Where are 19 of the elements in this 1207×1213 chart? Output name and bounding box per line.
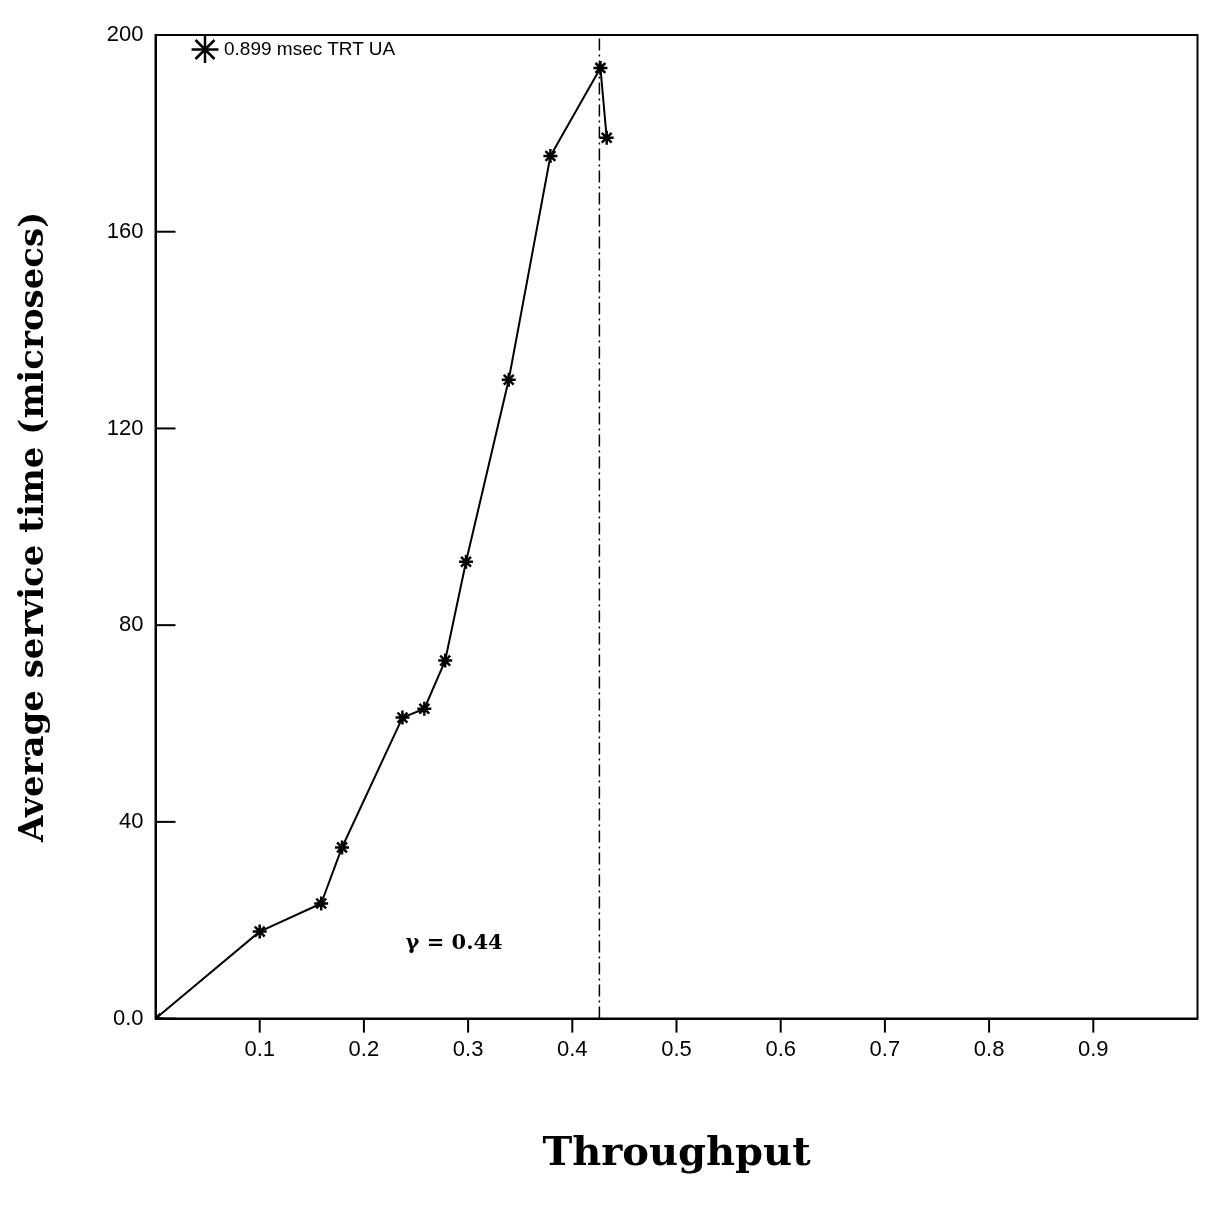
x-axis-title: Throughput [542, 1127, 812, 1175]
x-tick-label: 0.5 [661, 1035, 692, 1061]
annotation: γ = 0.44 [405, 929, 503, 955]
y-tick-label: 160 [106, 217, 144, 243]
y-tick-label: 40 [119, 807, 144, 833]
x-tick-label: 0.9 [1078, 1035, 1109, 1061]
y-tick-label: 80 [119, 611, 144, 637]
x-tick-label: 0.1 [244, 1035, 275, 1061]
y-tick-label: 120 [106, 414, 144, 440]
x-tick-label: 0.7 [869, 1035, 901, 1061]
x-tick-label: 0.8 [973, 1035, 1005, 1061]
y-tick-label: 0.0 [112, 1004, 144, 1030]
legend-label: 0.899 msec TRT UA [224, 37, 396, 59]
x-tick-label: 0.3 [452, 1035, 484, 1061]
x-tick-label: 0.6 [765, 1035, 796, 1061]
y-axis-title: Average service time (microsecs) [11, 211, 52, 843]
x-tick-label: 0.2 [348, 1035, 380, 1061]
x-tick-label: 0.4 [557, 1035, 588, 1061]
y-tick-label: 200 [106, 21, 144, 47]
